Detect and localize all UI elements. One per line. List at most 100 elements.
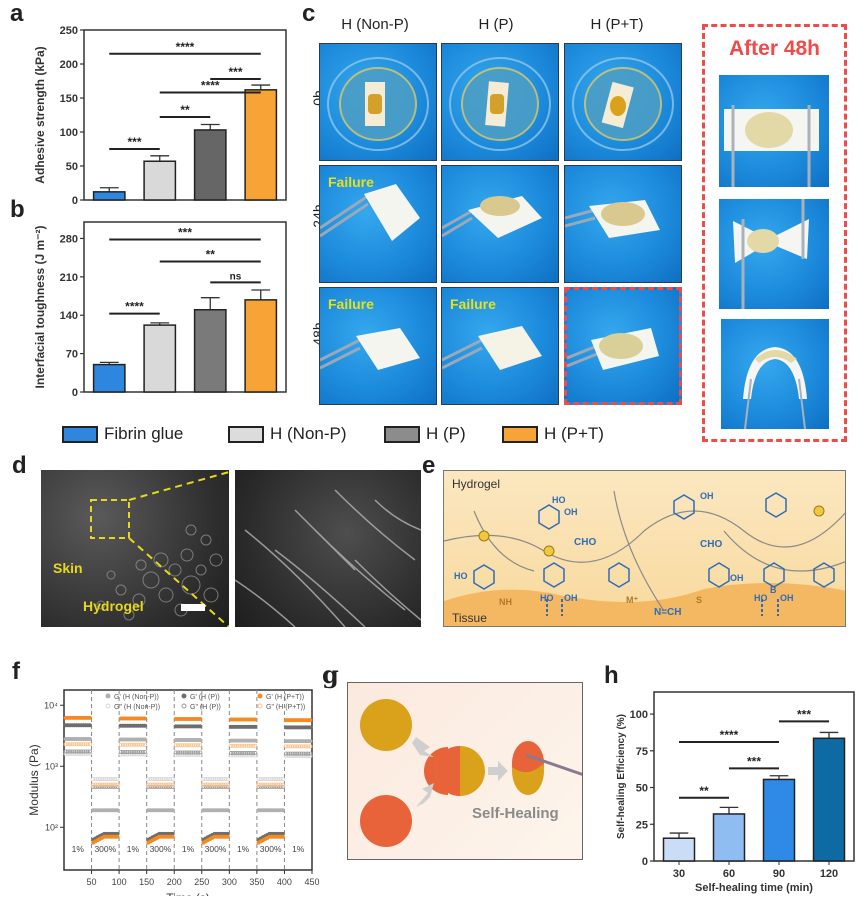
y-axis-label: Adhesive strength (kPa) [33,46,47,183]
x-tick-label: 150 [139,877,154,887]
legend-marker [257,693,263,699]
data-point [157,776,162,781]
data-point [143,716,148,721]
data-point [253,751,258,756]
data-point [180,743,185,748]
failure-label: Failure [450,296,496,312]
data-point [113,776,118,781]
data-point [219,776,224,781]
data-point [108,784,113,789]
data-point [253,724,258,729]
chem-label: CHO [574,537,597,548]
legend-label: Fibrin glue [104,424,184,443]
bar-120 [812,737,846,862]
legend-item-h-p: H (P) [384,424,466,444]
data-point [256,776,261,781]
data-point [216,782,221,787]
data-point [198,752,203,757]
sem-fiber-texture [235,489,421,627]
x-tick-label: 200 [167,877,182,887]
panel-label-c: c [302,0,316,27]
data-point [288,753,293,758]
data-point [214,782,219,787]
data-point [284,744,289,749]
data-point [240,751,245,756]
data-point [176,752,181,757]
schematic-drawing [444,490,845,626]
legend-label: G' (H (Non-P)) [114,694,159,701]
data-point [140,752,145,757]
data-point [76,749,81,754]
data-point [76,751,81,756]
data-point [143,752,148,757]
chem-label: OH [564,593,578,603]
data-point [263,784,268,789]
data-point [95,776,100,781]
data-point [182,743,187,748]
legend-label: H (P+T) [544,424,604,443]
strain-label: 300% [205,844,227,854]
bar-h-p- [193,129,227,201]
data-point [189,750,194,755]
data-point [260,784,265,789]
legend-marker [105,703,111,709]
data-point [125,749,130,754]
data-point [102,776,107,781]
data-point [308,751,313,756]
panel-label-h: h [604,662,619,689]
legend-label: G' (H (P)) [190,694,220,701]
data-point [195,743,200,748]
data-point [118,749,123,754]
data-point [111,784,116,789]
data-point [223,782,228,787]
after-48h-title: After 48h [728,37,821,60]
data-point [81,742,86,747]
data-point [150,776,155,781]
chem-label: OH [700,491,714,501]
y-tick-label: 10⁴ [44,700,58,710]
data-point [253,753,258,758]
data-point [265,782,270,787]
data-point [159,782,164,787]
sem-texture [90,471,229,627]
data-point [87,751,92,756]
significance-label: *** [747,754,761,768]
data-point [95,784,100,789]
data-point [83,749,88,754]
y-tick-label: 210 [60,272,78,284]
y-tick-label: 70 [66,349,78,361]
data-point [180,750,185,755]
data-point [205,776,210,781]
data-point [208,776,213,781]
legend-swatch [228,425,264,443]
data-point [210,784,215,789]
data-point [68,751,73,756]
photo-48h-h-non-p: Failure [319,287,437,405]
data-point [184,752,189,757]
chem-label: OH [780,593,794,603]
data-point [292,744,297,749]
data-point [125,752,130,757]
data-point [79,751,84,756]
data-point [104,782,109,787]
data-point [288,744,293,749]
data-point [72,751,77,756]
x-tick-label: 60 [723,868,735,880]
data-point [91,784,96,789]
data-point [256,784,261,789]
data-point [269,776,274,781]
data-point [212,776,217,781]
data-point [118,752,123,757]
data-point [290,744,295,749]
data-point [91,776,96,781]
bar-30 [662,837,696,862]
data-point [168,776,173,781]
data-point [79,749,84,754]
y-tick-label: 75 [636,746,648,758]
data-point [93,782,98,787]
data-point [203,776,208,781]
data-point [303,751,308,756]
data-point [251,743,256,748]
data-point [85,751,90,756]
data-point [201,784,206,789]
